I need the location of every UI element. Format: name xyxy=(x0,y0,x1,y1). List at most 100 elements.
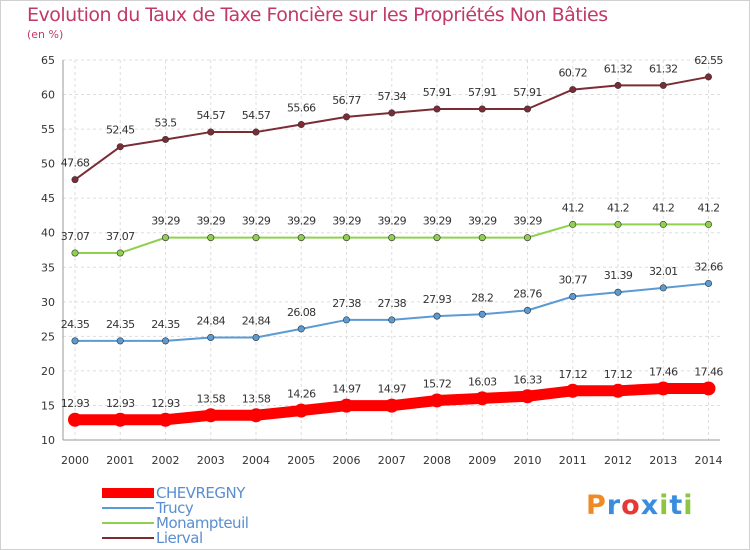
data-point xyxy=(656,381,671,396)
y-tick-label: 50 xyxy=(41,158,55,171)
data-label: 16.33 xyxy=(513,373,542,386)
data-point xyxy=(297,325,305,333)
data-label: 39.29 xyxy=(151,215,180,228)
data-label: 57.91 xyxy=(423,86,452,99)
y-tick-label: 30 xyxy=(41,296,55,309)
data-point xyxy=(523,105,531,113)
logo-letter: t xyxy=(669,490,684,521)
data-point xyxy=(704,279,712,287)
data-point xyxy=(252,128,260,136)
proxiti-logo: Proxiti xyxy=(586,490,694,521)
data-label: 41.2 xyxy=(607,201,629,214)
x-tick-label: 2013 xyxy=(649,454,677,467)
data-label: 55.66 xyxy=(287,102,316,115)
data-label: 57.91 xyxy=(513,86,542,99)
data-label: 16.03 xyxy=(468,375,497,388)
data-point xyxy=(611,383,625,398)
data-point xyxy=(388,109,396,117)
data-point xyxy=(162,337,170,345)
data-label: 60.72 xyxy=(559,67,588,80)
y-tick-label: 55 xyxy=(41,123,55,136)
data-label: 12.93 xyxy=(151,397,180,410)
data-label: 37.07 xyxy=(106,230,135,243)
data-label: 17.12 xyxy=(559,368,588,381)
data-label: 24.84 xyxy=(242,314,271,327)
data-point xyxy=(297,234,305,242)
data-point xyxy=(162,135,170,143)
data-point xyxy=(478,234,486,242)
x-tick-label: 2008 xyxy=(423,454,451,467)
data-point xyxy=(252,333,260,341)
data-point xyxy=(659,81,667,89)
legend-swatch xyxy=(102,507,154,509)
legend-label: Monampteuil xyxy=(156,514,249,532)
data-label: 27.38 xyxy=(332,297,361,310)
x-tick-label: 2003 xyxy=(197,454,225,467)
data-point xyxy=(342,234,350,242)
data-point xyxy=(659,284,667,292)
data-point xyxy=(113,412,128,427)
data-label: 28.2 xyxy=(471,291,493,304)
x-tick-label: 2002 xyxy=(152,454,180,467)
y-tick-label: 65 xyxy=(41,54,55,67)
data-point xyxy=(162,234,170,242)
y-tick-label: 15 xyxy=(41,399,55,412)
data-point xyxy=(614,288,622,296)
data-label: 17.46 xyxy=(694,365,723,378)
x-tick-label: 2004 xyxy=(242,454,270,467)
x-tick-label: 2012 xyxy=(604,454,632,467)
data-label: 27.38 xyxy=(378,297,407,310)
data-label: 14.97 xyxy=(378,383,407,396)
data-label: 39.29 xyxy=(468,215,497,228)
data-point xyxy=(339,398,354,413)
data-point xyxy=(659,220,667,228)
logo-letter: P xyxy=(586,490,607,521)
data-label: 12.93 xyxy=(61,397,90,410)
data-point xyxy=(203,408,218,423)
legend-swatch xyxy=(102,488,154,498)
data-label: 27.93 xyxy=(423,293,452,306)
logo-letter: i xyxy=(683,490,694,521)
x-tick-label: 2000 xyxy=(61,454,89,467)
legend-label: CHEVREGNY xyxy=(156,484,245,502)
legend-swatch xyxy=(102,522,154,524)
data-point xyxy=(71,337,79,345)
data-label: 41.2 xyxy=(697,201,719,214)
data-point xyxy=(207,333,215,341)
data-point xyxy=(433,312,441,320)
y-tick-label: 40 xyxy=(41,227,55,240)
logo-letter: i xyxy=(659,490,670,521)
data-label: 54.57 xyxy=(242,109,271,122)
y-tick-label: 45 xyxy=(41,192,55,205)
data-point xyxy=(116,249,124,257)
data-point xyxy=(249,408,263,423)
logo-letter: o xyxy=(621,490,641,521)
data-label: 30.77 xyxy=(559,273,588,286)
data-point xyxy=(523,306,531,314)
y-tick-label: 25 xyxy=(41,330,55,343)
x-tick-label: 2011 xyxy=(559,454,587,467)
data-label: 24.35 xyxy=(61,318,90,331)
y-tick-label: 35 xyxy=(41,261,55,274)
data-label: 41.2 xyxy=(652,201,674,214)
data-label: 15.72 xyxy=(423,377,452,390)
data-label: 14.97 xyxy=(332,383,361,396)
data-point xyxy=(520,389,535,404)
data-label: 24.35 xyxy=(106,318,135,331)
data-label: 39.29 xyxy=(332,215,361,228)
data-point xyxy=(701,381,716,396)
data-label: 26.08 xyxy=(287,306,316,319)
x-tick-label: 2010 xyxy=(514,454,542,467)
data-point xyxy=(704,73,712,81)
data-label: 39.29 xyxy=(287,215,316,228)
legend-label: Trucy xyxy=(156,499,194,517)
x-tick-label: 2005 xyxy=(287,454,315,467)
data-point xyxy=(614,220,622,228)
data-point xyxy=(478,105,486,113)
y-tick-label: 20 xyxy=(41,365,55,378)
chart-title: Evolution du Taux de Taxe Foncière sur l… xyxy=(27,4,608,26)
data-label: 13.58 xyxy=(242,392,271,405)
x-tick-label: 2007 xyxy=(378,454,406,467)
data-label: 39.29 xyxy=(378,215,407,228)
